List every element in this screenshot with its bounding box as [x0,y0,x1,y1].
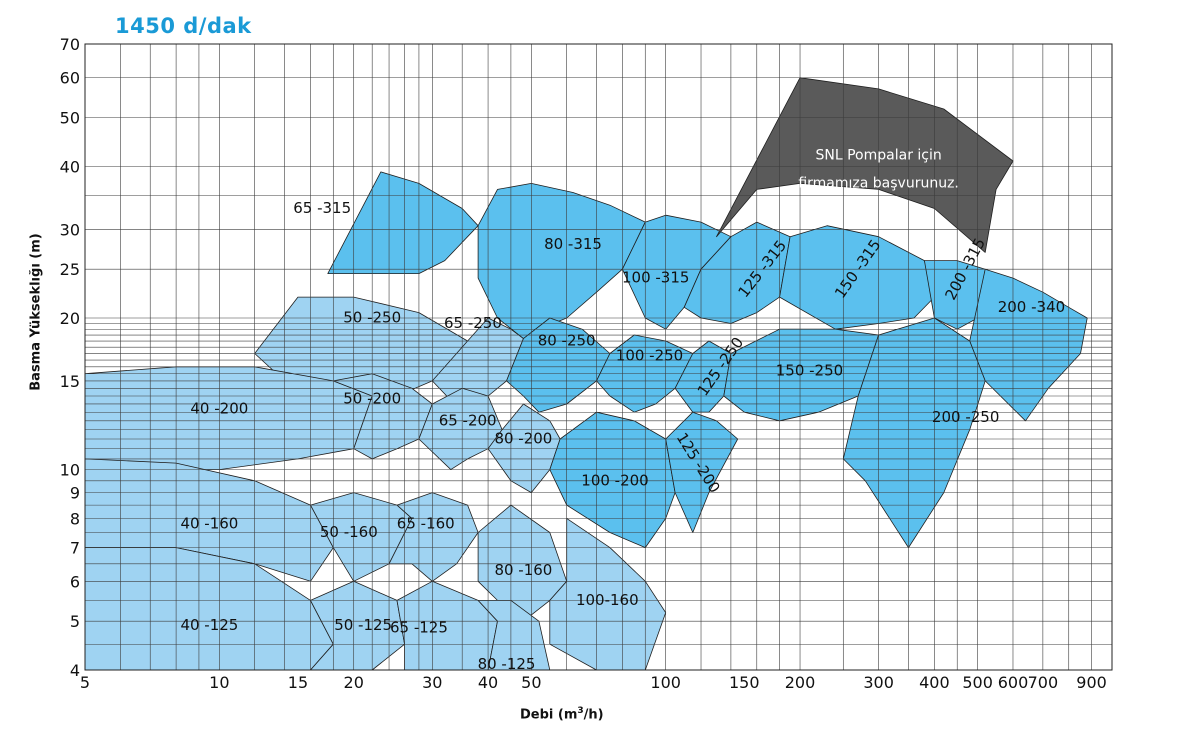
region-label: 150 -250 [776,361,843,379]
region-label: 200 -250 [932,408,999,426]
y-tick-label: 50 [60,109,80,128]
region-125-200 [665,411,739,533]
region-label: 80 -160 [494,561,552,579]
region-50-125 [310,580,406,671]
y-tick-label: 40 [60,157,80,176]
y-tick-label: 5 [70,612,80,631]
plot-border [84,43,1113,671]
region-label: 50 -160 [320,523,378,541]
region-200-340 [969,268,1088,422]
region-label: 80 -200 [494,430,552,448]
y-tick-label: 30 [60,220,80,239]
y-tick-label: 70 [60,35,80,54]
region-80-315 [477,182,646,340]
y-tick-label: 60 [60,69,80,88]
y-tick-label: 8 [70,509,80,528]
region-65-160 [388,492,479,582]
region-label: 50 -250 [343,308,401,326]
region-label: 65 -160 [397,514,455,532]
region-label: 65 -200 [439,411,497,429]
x-tick-label: 600 [998,673,1029,692]
region-label: 80 -125 [478,655,536,673]
y-tick-label: 7 [70,539,80,558]
region-label: 80 -315 [544,235,602,253]
region-150-315 [779,225,935,330]
y-tick-label: 9 [70,484,80,503]
region-label: 100-160 [576,591,639,609]
region-label: 50 -200 [343,390,401,408]
region-label: 40 -160 [180,514,238,532]
region-label: 50 -125 [334,616,392,634]
x-tick-label: 200 [785,673,816,692]
region-label: 100 -250 [616,347,683,365]
x-tick-label: 900 [1076,673,1107,692]
region-40-200 [84,366,373,471]
x-tick-label: 500 [962,673,993,692]
region-label: 80 -250 [538,332,596,350]
plot-frame [84,43,1113,671]
x-tick-label: 400 [919,673,950,692]
x-axis-label: Debi (m3/h) [520,706,604,723]
region-label: 65 -250 [444,314,502,332]
x-tick-label: 5 [80,673,90,692]
x-tick-label: 300 [863,673,894,692]
region-label: 65 -125 [390,618,448,636]
x-tick-label: 30 [422,673,442,692]
x-tick-label: 150 [729,673,760,692]
region-label: 200 -340 [998,298,1065,316]
region-label: firmamıza başvurunuz. [798,175,959,191]
y-tick-label: 15 [60,372,80,391]
region-label: 40 -200 [190,399,248,417]
region-label: SNL Pompalar için [816,148,942,164]
x-tick-label: 10 [209,673,229,692]
x-tick-label: 15 [288,673,308,692]
region-label: 100 -315 [622,269,689,287]
region-snl-pompalar-i-in [716,77,1014,253]
x-tick-label: 700 [1028,673,1059,692]
speed-title: 1450 d/dak [115,14,252,38]
region-label: 100 -200 [581,471,648,489]
y-tick-label: 20 [60,309,80,328]
region-65-315 [327,171,479,275]
x-tick-labels: 5 10 15 20 30 40 50 100 150 200 300 400 500 600 700 900 [80,673,1107,692]
region-label: 40 -125 [180,616,238,634]
y-tick-label: 10 [60,461,80,480]
y-tick-label: 6 [70,572,80,591]
x-tick-label: 20 [344,673,364,692]
x-tick-label: 50 [521,673,541,692]
region-label: 65 -315 [293,199,351,217]
y-tick-labels: 4 5 6 7 8 9 10 15 20 25 30 40 50 60 70 [60,35,80,680]
x-tick-label: 100 [650,673,681,692]
x-tick-label: 40 [478,673,498,692]
y-tick-label: 25 [60,260,80,279]
y-tick-label: 4 [70,661,80,680]
region-80-200 [487,403,561,494]
